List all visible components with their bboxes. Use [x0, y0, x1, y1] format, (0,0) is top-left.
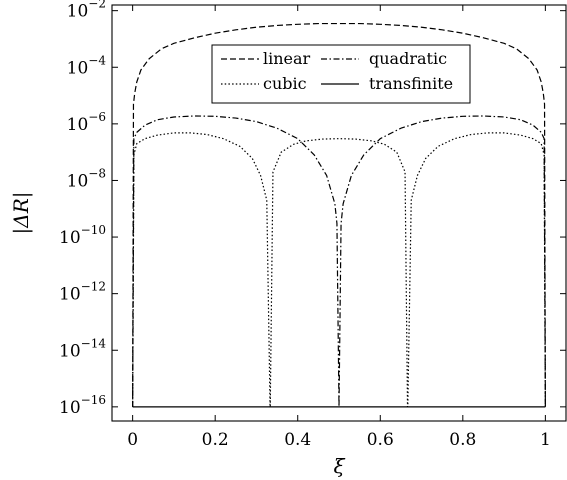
y-tick-exponent: −16: [81, 393, 106, 407]
y-tick-exponent: −14: [81, 336, 107, 350]
legend-label-quadratic: quadratic: [369, 49, 447, 68]
legend: linear quadratic cubic transfinite: [211, 44, 471, 104]
series-layer: [132, 22, 546, 408]
y-tick-exponent: −6: [88, 110, 106, 124]
y-tick-exponent: −4: [88, 53, 106, 67]
y-tick-exponent: −12: [81, 280, 106, 294]
legend-label-linear: linear: [263, 49, 311, 68]
y-tick-label: 10−12: [59, 280, 106, 305]
y-tick-base: 10: [59, 285, 81, 305]
x-tick-label: 0: [127, 430, 138, 450]
y-tick-label: 10−6: [67, 110, 106, 135]
y-tick-base: 10: [67, 115, 89, 135]
y-tick-exponent: −8: [88, 166, 106, 180]
legend-box: [211, 44, 471, 104]
x-tick-label: 0.6: [367, 430, 394, 450]
y-tick-label: 10−2: [67, 0, 106, 22]
series-line-linear: [132, 22, 546, 407]
y-tick-base: 10: [59, 398, 81, 418]
x-tick-label: 0.8: [449, 430, 476, 450]
y-tick-base: 10: [59, 341, 81, 361]
y-tick-exponent: −10: [81, 223, 106, 237]
x-tick-label: 0.4: [284, 430, 311, 450]
legend-label-transfinite: transfinite: [369, 74, 453, 93]
legend-label-cubic: cubic: [263, 74, 307, 93]
y-tick-exponent: −2: [88, 0, 106, 11]
x-tick-label: 0.2: [202, 430, 229, 450]
y-tick-label: 10−16: [59, 393, 106, 418]
y-tick-base: 10: [67, 2, 89, 22]
y-axis-title: |ΔR|: [9, 192, 34, 235]
y-tick-base: 10: [59, 228, 81, 248]
y-tick-label: 10−4: [67, 53, 107, 78]
y-tick-base: 10: [67, 171, 89, 191]
x-axis-title: ξ: [333, 454, 345, 478]
y-tick-label: 10−14: [59, 336, 106, 361]
plot-frame: [111, 4, 567, 422]
x-tick-label: 1: [540, 430, 551, 450]
series-line-quadratic: [132, 115, 546, 408]
y-tick-label: 10−10: [59, 223, 106, 248]
y-tick-base: 10: [67, 58, 89, 78]
series-line-cubic: [132, 132, 546, 408]
y-tick-label: 10−8: [67, 166, 106, 191]
ticks-layer: 0 0.2 0.4 0.6 0.8 110−1610−1410−1210−1010−810…: [59, 0, 566, 450]
